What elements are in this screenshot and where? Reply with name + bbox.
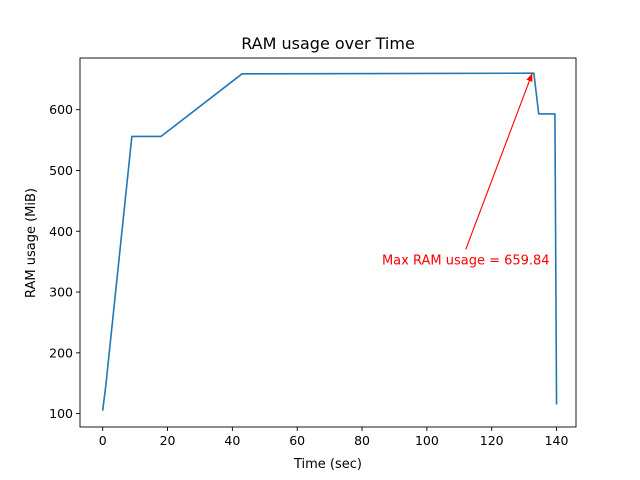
x-tick-label: 100	[415, 433, 439, 448]
annotation-arrow	[465, 73, 533, 250]
y-tick-label: 100	[49, 406, 73, 421]
y-tick-label: 500	[49, 163, 73, 178]
axes-frame	[79, 57, 577, 428]
annotation-text: Max RAM usage = 659.84	[382, 253, 550, 268]
x-tick-label: 40	[224, 433, 240, 448]
y-axis-label: RAM usage (MiB)	[24, 188, 39, 298]
x-tick-label: 60	[289, 433, 305, 448]
plot-area: 0 20 40 60 80 100 120 140 100 200 300 400 500 600 Max …	[49, 57, 577, 448]
y-tick-label: 400	[49, 224, 73, 239]
series-line-0	[101, 72, 558, 411]
x-tick-label: 80	[354, 433, 370, 448]
y-tick-label: 200	[49, 345, 73, 360]
x-tick-label: 120	[480, 433, 504, 448]
x-axis-label: Time (sec)	[293, 457, 362, 472]
annotation-arrowhead	[526, 73, 533, 82]
x-tick-label: 0	[99, 433, 107, 448]
chart-title: RAM usage over Time	[241, 34, 415, 53]
y-tick-label: 300	[49, 285, 73, 300]
x-tick-label: 140	[545, 433, 569, 448]
x-tick-label: 20	[160, 433, 176, 448]
y-tick-label: 600	[49, 102, 73, 117]
